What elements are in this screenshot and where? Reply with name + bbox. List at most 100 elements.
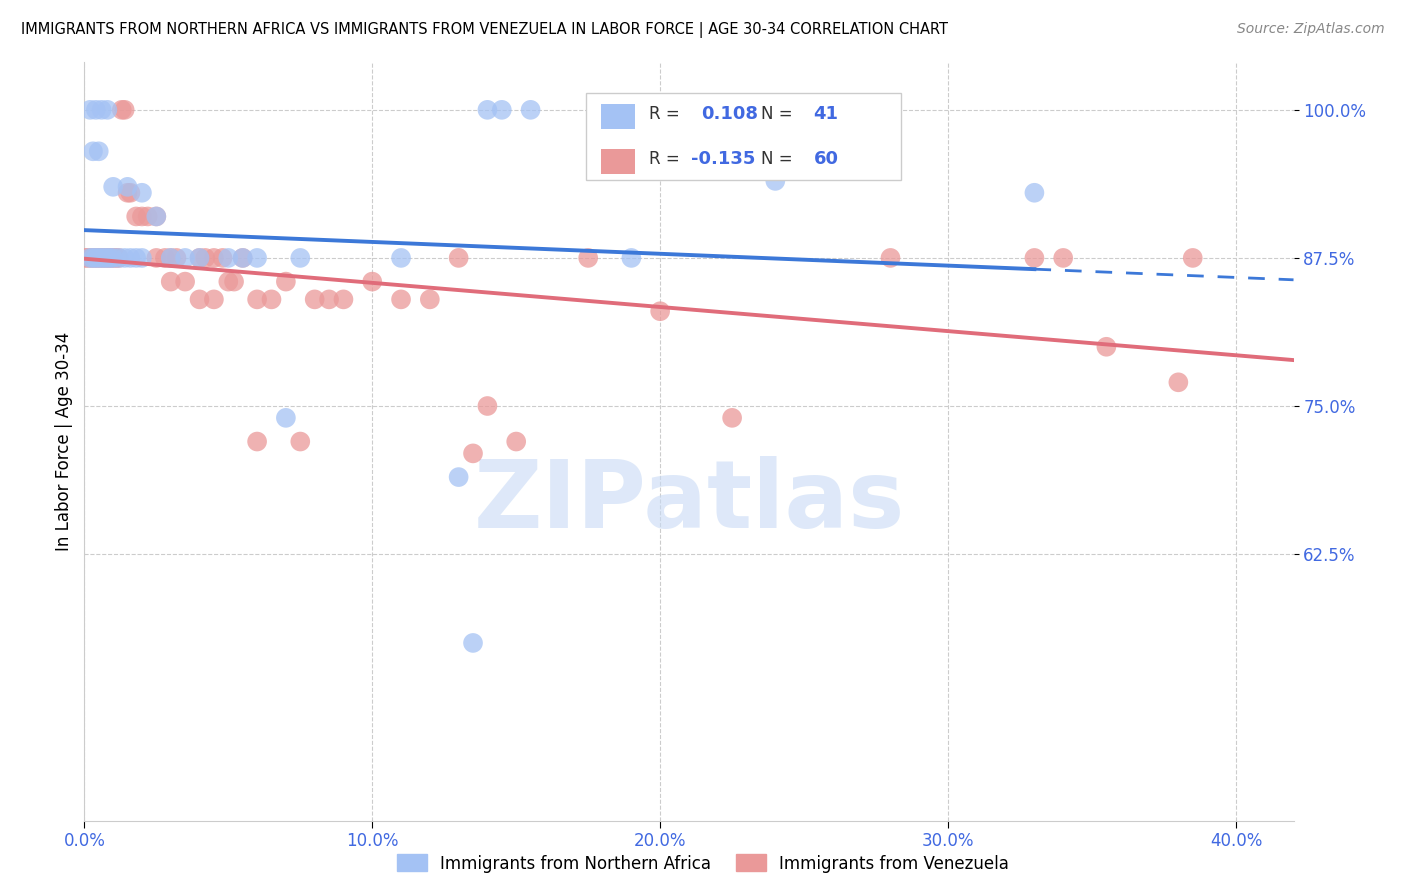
Text: N =: N =	[762, 105, 799, 123]
Point	[90, 251, 112, 265]
Point	[108, 251, 131, 265]
Text: ZIPatlas: ZIPatlas	[474, 456, 904, 549]
Point	[188, 251, 211, 265]
Point	[145, 210, 167, 224]
Point	[131, 186, 153, 200]
Point	[125, 251, 148, 265]
Point	[274, 275, 297, 289]
Point	[111, 103, 134, 117]
Point	[1052, 251, 1074, 265]
Point	[73, 251, 96, 265]
Point	[389, 251, 412, 265]
Point	[93, 251, 115, 265]
Text: -0.135: -0.135	[692, 150, 756, 168]
Point	[290, 251, 312, 265]
Point	[461, 636, 484, 650]
Point	[114, 251, 136, 265]
Text: R =: R =	[650, 105, 685, 123]
Point	[90, 251, 112, 265]
Point	[87, 145, 110, 159]
Point	[93, 251, 115, 265]
Point	[477, 103, 499, 117]
Point	[101, 179, 124, 194]
Point	[505, 434, 527, 449]
Point	[98, 251, 121, 265]
Point	[98, 251, 121, 265]
Point	[79, 251, 101, 265]
Point	[159, 251, 181, 265]
Point	[419, 293, 441, 307]
Bar	[600, 149, 634, 174]
Point	[389, 293, 412, 307]
Point	[232, 251, 254, 265]
Point	[217, 251, 239, 265]
Point	[84, 251, 107, 265]
Text: Source: ZipAtlas.com: Source: ZipAtlas.com	[1237, 22, 1385, 37]
Point	[202, 293, 225, 307]
Point	[117, 179, 139, 194]
Point	[120, 186, 142, 200]
Point	[620, 251, 643, 265]
Point	[84, 251, 107, 265]
Point	[87, 251, 110, 265]
Point	[246, 251, 269, 265]
Text: 41: 41	[814, 105, 838, 123]
Point	[447, 470, 470, 484]
Point	[82, 251, 104, 265]
Point	[290, 434, 312, 449]
Point	[108, 251, 131, 265]
Point	[96, 251, 118, 265]
Point	[222, 275, 245, 289]
Point	[101, 251, 124, 265]
Point	[361, 275, 384, 289]
Text: 0.108: 0.108	[702, 105, 758, 123]
Point	[304, 293, 326, 307]
Point	[202, 251, 225, 265]
Point	[87, 251, 110, 265]
Point	[491, 103, 513, 117]
Point	[576, 251, 599, 265]
Point	[125, 210, 148, 224]
Point	[159, 251, 181, 265]
Point	[117, 186, 139, 200]
Point	[211, 251, 233, 265]
Point	[101, 251, 124, 265]
Point	[1167, 376, 1189, 390]
Point	[1024, 186, 1046, 200]
Point	[174, 251, 197, 265]
Point	[332, 293, 354, 307]
Point	[447, 251, 470, 265]
Point	[232, 251, 254, 265]
Point	[461, 446, 484, 460]
Point	[136, 210, 159, 224]
Legend: Immigrants from Northern Africa, Immigrants from Venezuela: Immigrants from Northern Africa, Immigra…	[389, 847, 1017, 880]
Point	[145, 210, 167, 224]
Point	[274, 410, 297, 425]
Point	[217, 275, 239, 289]
Text: IMMIGRANTS FROM NORTHERN AFRICA VS IMMIGRANTS FROM VENEZUELA IN LABOR FORCE | AG: IMMIGRANTS FROM NORTHERN AFRICA VS IMMIG…	[21, 22, 948, 38]
Point	[131, 210, 153, 224]
Point	[120, 251, 142, 265]
Point	[84, 103, 107, 117]
Bar	[586, 93, 901, 180]
Point	[1024, 251, 1046, 265]
Point	[96, 103, 118, 117]
Point	[82, 145, 104, 159]
Point	[1181, 251, 1204, 265]
Point	[76, 251, 98, 265]
Point	[114, 103, 136, 117]
Point	[79, 251, 101, 265]
Point	[153, 251, 176, 265]
Point	[519, 103, 541, 117]
Point	[96, 251, 118, 265]
Text: 60: 60	[814, 150, 838, 168]
Text: N =: N =	[762, 150, 799, 168]
Point	[166, 251, 188, 265]
Y-axis label: In Labor Force | Age 30-34: In Labor Force | Age 30-34	[55, 332, 73, 551]
Point	[79, 103, 101, 117]
Point	[159, 275, 181, 289]
Point	[82, 251, 104, 265]
Point	[477, 399, 499, 413]
Point	[188, 251, 211, 265]
Point	[131, 251, 153, 265]
